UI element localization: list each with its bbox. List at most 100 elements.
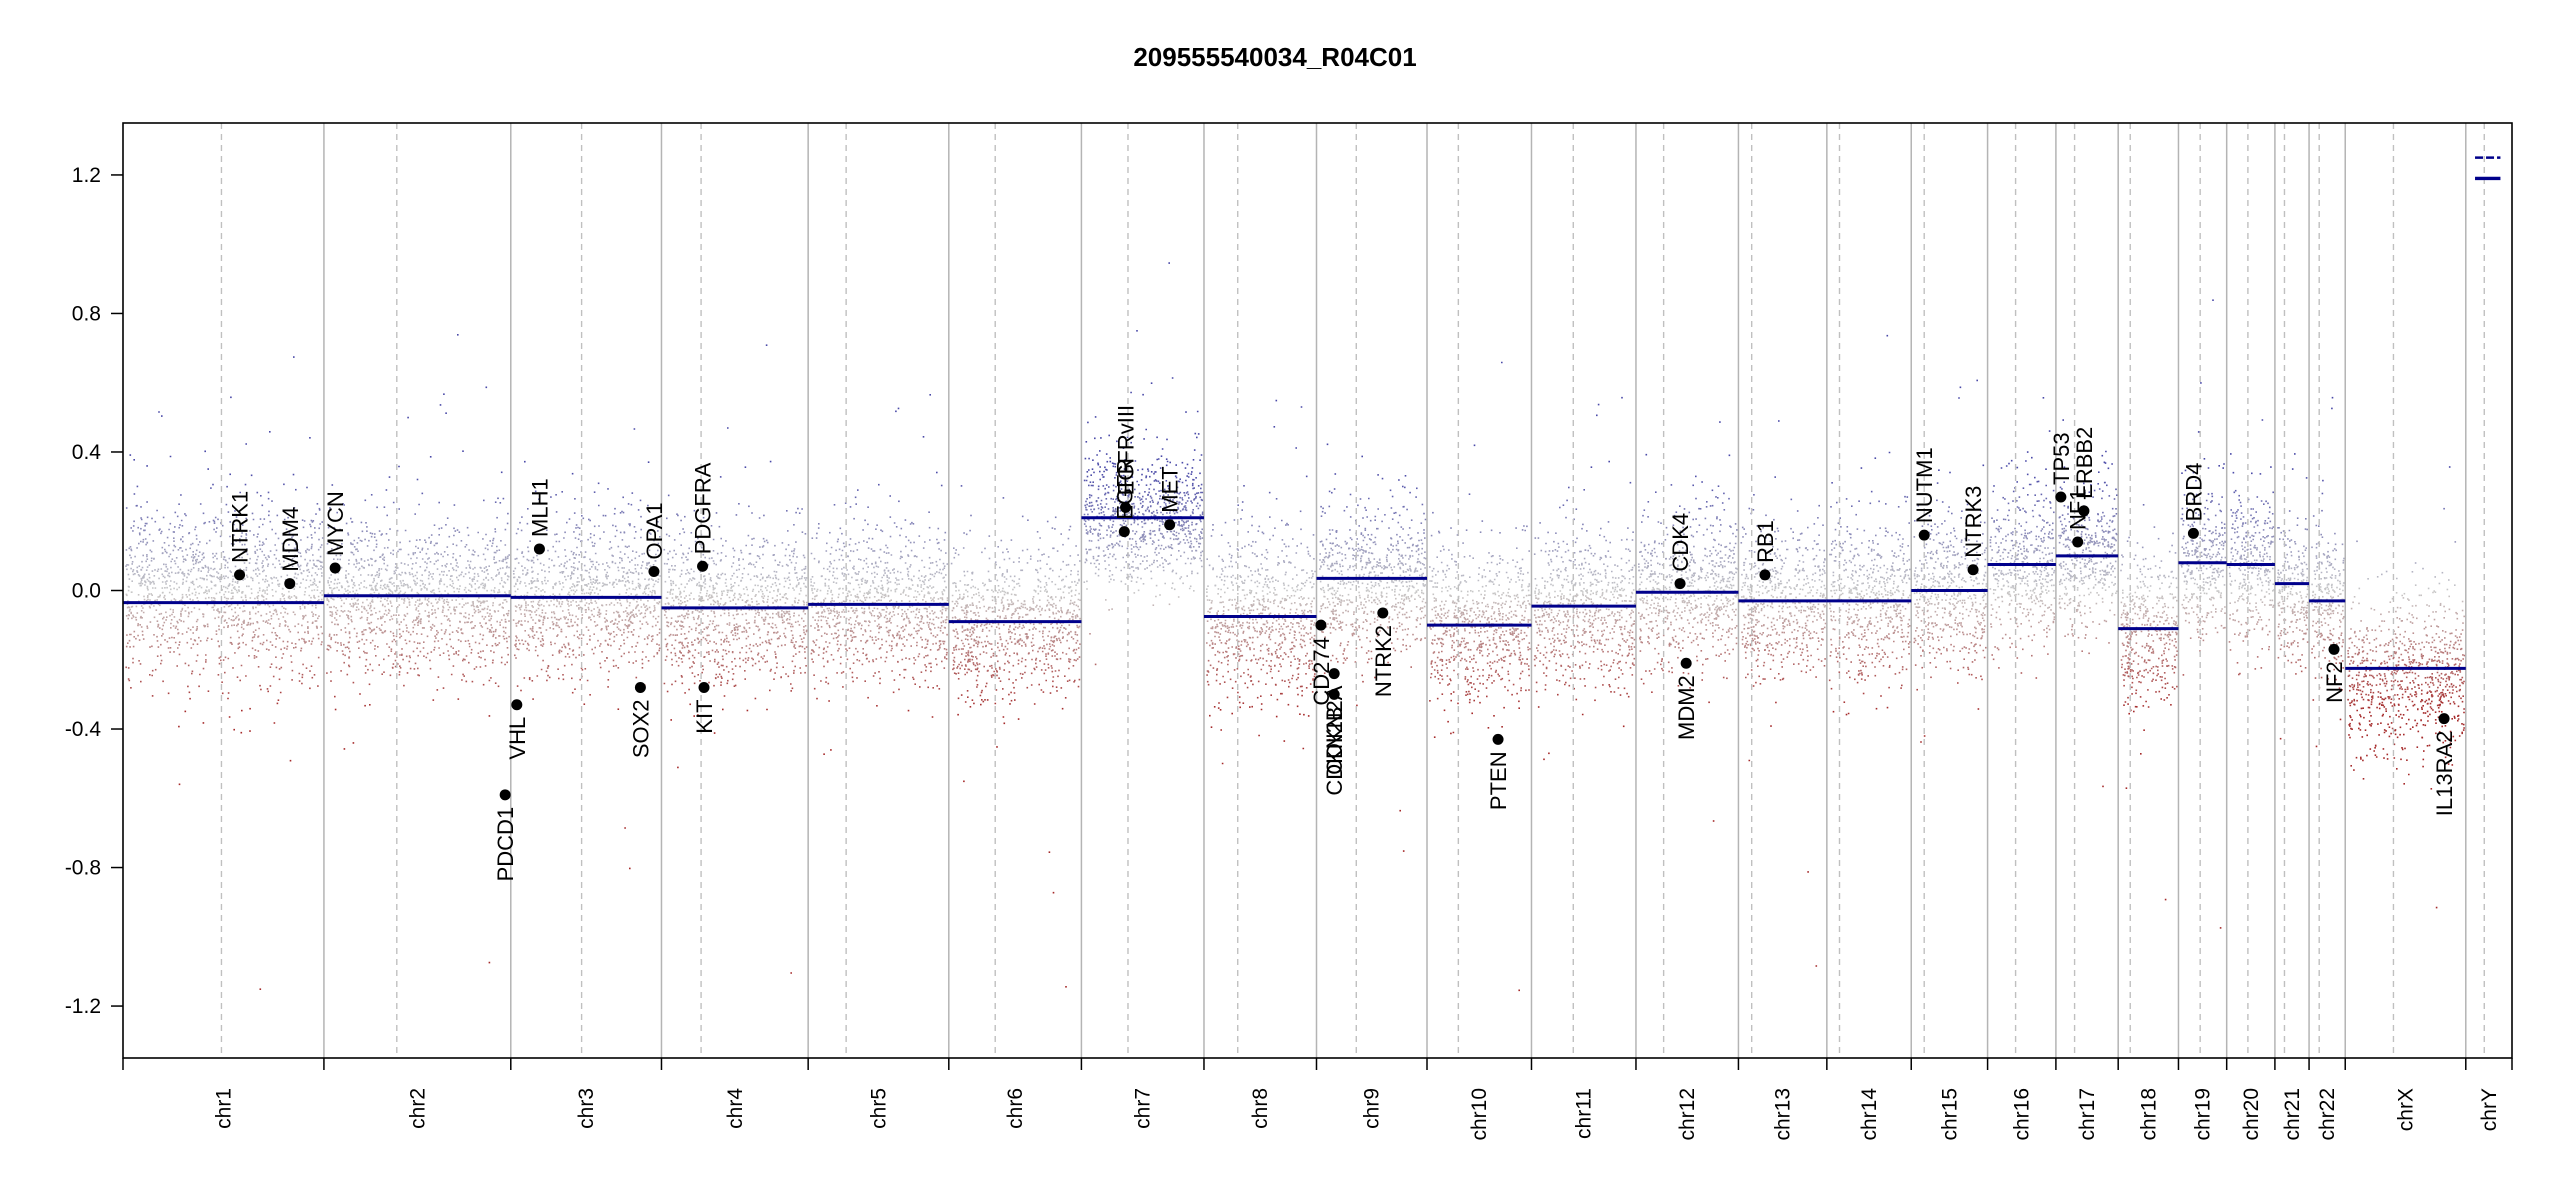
probe-points-chr2-79 (346, 673, 453, 677)
probe-points-chr8-23 (1233, 668, 1314, 671)
probe-points-chr6-28 (975, 679, 1076, 682)
probe-points-chr19-116 (2200, 569, 2224, 572)
probe-points-chr14-6 (1830, 589, 1900, 592)
probe-points-chr9-208 (1331, 654, 1334, 657)
probe-points-chr17-103 (2064, 568, 2112, 571)
probe-points-chr18-28 (2143, 582, 2172, 585)
probe-points-chr9-192 (1395, 511, 1397, 514)
probe-points-chr3-164 (535, 631, 633, 633)
probe-points-chr1-187 (241, 709, 243, 712)
probe-points-chr1-130 (138, 574, 323, 578)
probe-points-chr16-151 (2019, 637, 2022, 640)
probe-points-chrX-74 (2371, 696, 2442, 700)
probe-points-chr22-67 (2311, 546, 2313, 549)
probe-points-chr10-95 (1451, 601, 1524, 604)
probe-points-chr17-123 (2061, 531, 2064, 534)
probe-points-chr21-88 (2277, 634, 2280, 637)
probe-points-chr12-5 (1652, 586, 1731, 589)
probe-points-chr19-45 (2193, 534, 2224, 537)
probe-points-chr9-127 (1359, 497, 1370, 500)
probe-points-chr22-115 (2342, 667, 2344, 669)
probe-points-chr8-105 (1237, 691, 1239, 694)
probe-points-chr9-66 (1343, 657, 1348, 660)
probe-points-chr12-76 (1693, 545, 1736, 549)
probe-points-chr5-61 (893, 679, 927, 682)
probe-points-chr14-10 (1838, 637, 1891, 640)
probe-points-chr2-209 (373, 536, 430, 539)
probe-points-chr12-112 (1650, 574, 1718, 578)
probe-points-chr22-89 (2335, 678, 2337, 681)
probe-points-chr10-29 (1449, 594, 1528, 597)
probe-points-chr9-99 (1356, 549, 1413, 552)
probe-points-chr1-242 (146, 501, 148, 503)
chr-label-chr17: chr17 (2076, 1088, 2099, 1141)
probe-points-chr14-154 (1841, 546, 1843, 549)
probe-points-chr6-162 (1013, 692, 1052, 694)
probe-points-chr13-180 (1818, 504, 1820, 507)
probe-points-chr14-4 (1899, 545, 1909, 547)
probe-points-chr8-87 (1226, 655, 1295, 658)
probe-points-chr11-82 (1535, 620, 1636, 623)
probe-points-chr10-122 (1494, 592, 1496, 594)
probe-points-chr13-151 (1751, 675, 1760, 678)
probe-points-chr2-61 (494, 501, 497, 503)
probe-points-chr10-15 (1440, 658, 1528, 661)
probe-points-chr8-42 (1229, 598, 1288, 601)
probe-points-chr2-172 (347, 616, 467, 619)
probe-points-chr18-131 (2136, 706, 2150, 708)
probe-points-chr18-145 (2168, 694, 2170, 696)
probe-points-chr22-136 (2327, 550, 2329, 553)
probe-points-chr8-14 (1216, 669, 1316, 672)
probe-points-chr14-179 (1899, 612, 1902, 614)
probe-points-chr2-188 (363, 643, 448, 646)
probe-points-chr4-219 (781, 542, 784, 544)
chr-label-chr20: chr20 (2240, 1088, 2263, 1141)
probe-points-chr15-121 (1932, 646, 1987, 650)
probe-points-chr5-190 (846, 595, 890, 598)
probe-points-chr6-69 (981, 699, 986, 701)
probe-points-chr16-34 (1994, 535, 2050, 538)
probe-points-chr16-133 (1997, 648, 2024, 651)
probe-points-chr11-159 (1555, 555, 1607, 558)
probe-points-chr17-49 (2064, 538, 2117, 541)
probe-points-chr14-143 (1840, 526, 1849, 528)
probe-points-chr11-199 (1603, 675, 1605, 678)
gene-label-nutm1: NUTM1 (1912, 447, 1937, 523)
probe-points-chr4-137 (705, 626, 778, 629)
probe-points-chr4-9 (701, 585, 807, 588)
probe-points-chr8-174 (1262, 586, 1313, 589)
probe-points-chr14-107 (1859, 625, 1910, 628)
probe-points-chr20-124 (2240, 505, 2242, 507)
probe-points-chr19-19 (2185, 542, 2225, 545)
probe-points-chr2-42 (328, 606, 504, 609)
probe-points-chr19-148 (2212, 531, 2214, 534)
gene-marker-kit (698, 681, 710, 693)
probe-points-chr2-45 (331, 614, 493, 617)
probe-points-chr8-95 (1252, 603, 1261, 606)
probe-points-chr10-188 (1488, 621, 1504, 624)
probe-points-chr7-35 (1087, 530, 1202, 533)
probe-points-chr7-152 (1155, 595, 1180, 598)
probe-points-chr19-29 (2185, 596, 2222, 599)
probe-points-chrX-8 (2448, 466, 2451, 468)
probe-points-chr14-123 (1829, 655, 1878, 657)
probe-points-chr19-7 (2182, 606, 2185, 609)
probe-points-chr11-66 (1545, 610, 1634, 614)
probe-points-chr14-160 (1846, 634, 1855, 636)
probe-points-chr6-154 (1008, 678, 1010, 681)
probe-points-chr5-119 (836, 540, 865, 543)
probe-points-chr8-159 (1250, 590, 1297, 593)
probe-points-chr21-69 (2279, 632, 2307, 635)
probe-points-chr3-209 (584, 569, 587, 572)
probe-points-chr1-249 (132, 661, 134, 664)
probe-points-chr14-136 (1845, 658, 1848, 660)
probe-points-chr6-161 (981, 689, 983, 692)
probe-points-chr11-186 (1585, 643, 1620, 646)
probe-points-chr16-65 (2030, 597, 2056, 600)
probe-points-chr21-95 (2287, 595, 2289, 598)
probe-points-chr8-49 (1220, 627, 1312, 630)
probe-points-chr16-103 (2012, 544, 2033, 547)
probe-points-chr15-190 (1953, 527, 1955, 530)
probe-points-chr4-170 (665, 597, 797, 600)
probe-points-chr20-109 (2263, 502, 2269, 505)
